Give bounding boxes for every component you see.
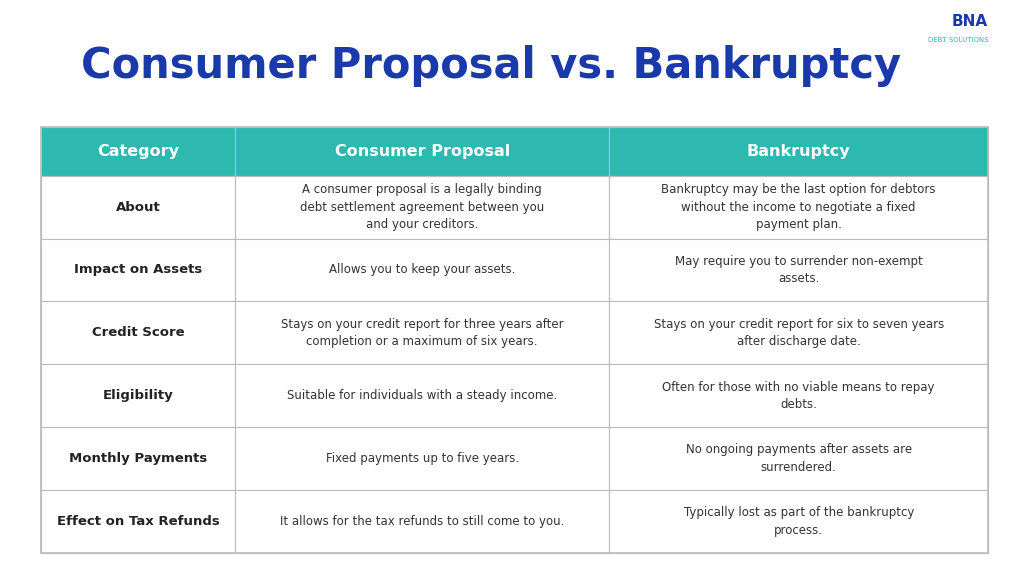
Text: Often for those with no viable means to repay
debts.: Often for those with no viable means to … [663,381,935,411]
FancyBboxPatch shape [41,127,236,176]
Text: Category: Category [97,143,179,159]
Text: Impact on Assets: Impact on Assets [74,263,202,276]
FancyBboxPatch shape [236,176,609,238]
FancyBboxPatch shape [41,364,236,427]
Text: A consumer proposal is a legally binding
debt settlement agreement between you
a: A consumer proposal is a legally binding… [300,183,545,231]
FancyBboxPatch shape [609,427,988,490]
FancyBboxPatch shape [236,238,609,301]
Text: Allows you to keep your assets.: Allows you to keep your assets. [329,263,515,276]
FancyBboxPatch shape [609,301,988,365]
FancyBboxPatch shape [609,490,988,553]
Text: Consumer Proposal vs. Bankruptcy: Consumer Proposal vs. Bankruptcy [82,46,901,87]
Text: May require you to surrender non-exempt
assets.: May require you to surrender non-exempt … [675,255,923,285]
Text: DEBT SOLUTIONS: DEBT SOLUTIONS [928,37,988,43]
Text: Eligibility: Eligibility [102,389,173,402]
Text: Effect on Tax Refunds: Effect on Tax Refunds [56,515,219,528]
Text: Stays on your credit report for three years after
completion or a maximum of six: Stays on your credit report for three ye… [281,317,563,348]
Text: Suitable for individuals with a steady income.: Suitable for individuals with a steady i… [287,389,557,402]
FancyBboxPatch shape [609,176,988,238]
FancyBboxPatch shape [236,364,609,427]
Text: Fixed payments up to five years.: Fixed payments up to five years. [326,452,519,465]
Text: No ongoing payments after assets are
surrendered.: No ongoing payments after assets are sur… [686,444,911,474]
Text: About: About [116,200,161,214]
FancyBboxPatch shape [609,127,988,176]
Text: Bankruptcy may be the last option for debtors
without the income to negotiate a : Bankruptcy may be the last option for de… [662,183,936,231]
Text: Stays on your credit report for six to seven years
after discharge date.: Stays on your credit report for six to s… [653,317,944,348]
FancyBboxPatch shape [41,176,236,238]
Text: Consumer Proposal: Consumer Proposal [335,143,510,159]
FancyBboxPatch shape [41,301,236,365]
Text: Credit Score: Credit Score [92,327,184,339]
FancyBboxPatch shape [41,490,236,553]
FancyBboxPatch shape [41,427,236,490]
FancyBboxPatch shape [609,238,988,301]
Text: Typically lost as part of the bankruptcy
process.: Typically lost as part of the bankruptcy… [684,506,913,537]
FancyBboxPatch shape [236,490,609,553]
FancyBboxPatch shape [41,238,236,301]
FancyBboxPatch shape [609,364,988,427]
FancyBboxPatch shape [236,301,609,365]
Text: It allows for the tax refunds to still come to you.: It allows for the tax refunds to still c… [280,515,564,528]
Text: Monthly Payments: Monthly Payments [69,452,207,465]
FancyBboxPatch shape [236,127,609,176]
FancyBboxPatch shape [236,427,609,490]
Text: Bankruptcy: Bankruptcy [746,143,851,159]
Text: BNA: BNA [952,14,988,29]
